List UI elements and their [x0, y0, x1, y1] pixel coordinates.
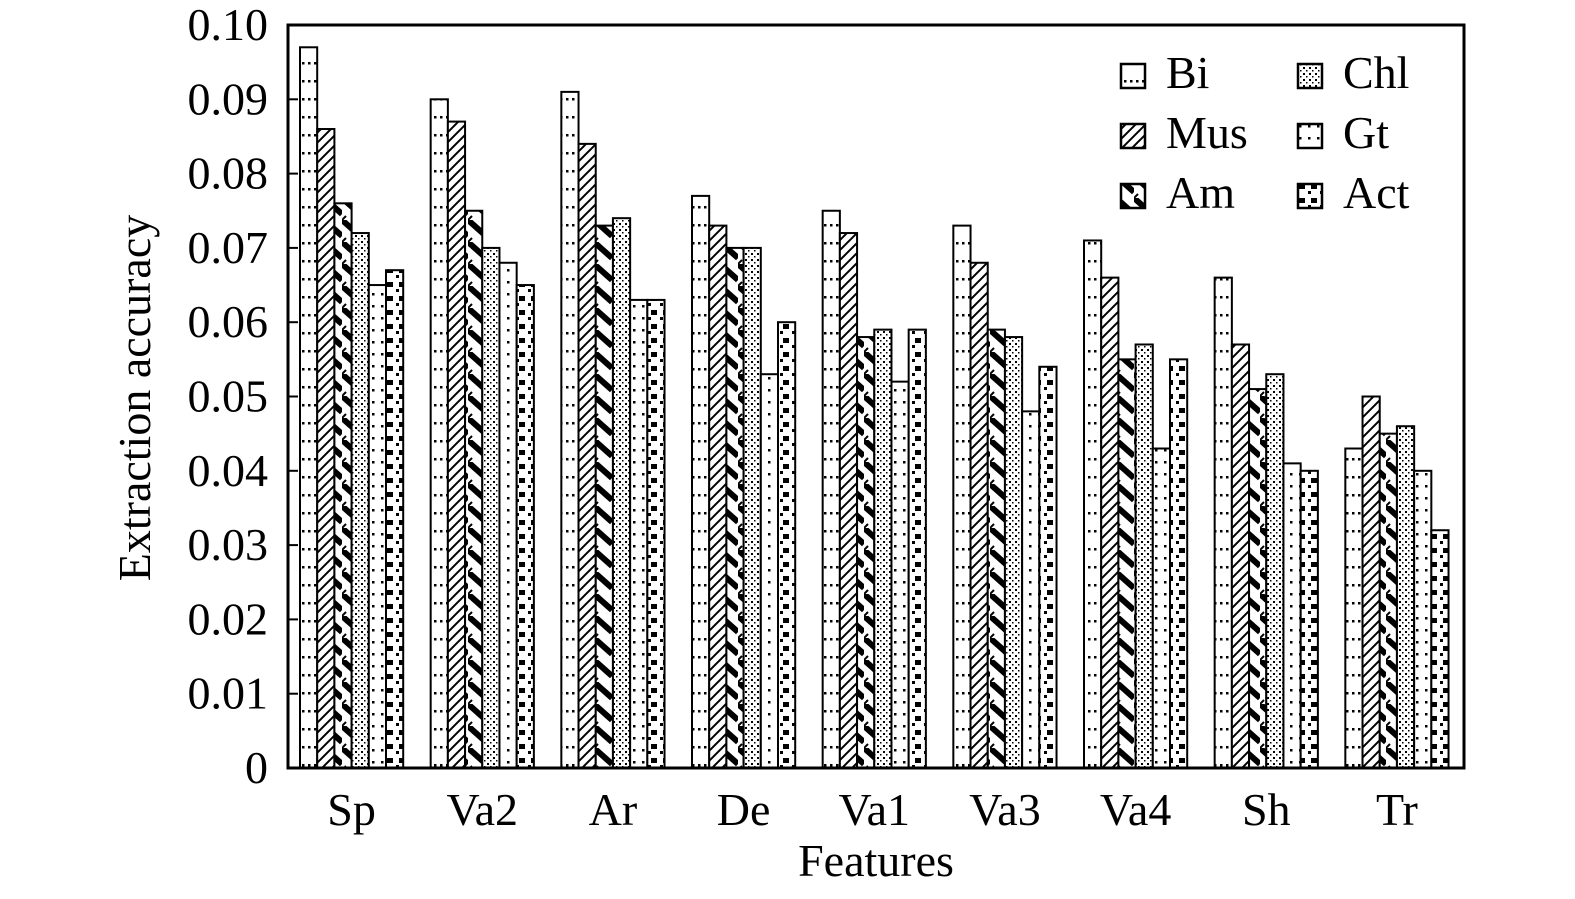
- legend-swatch-act: [1296, 182, 1324, 210]
- bar-de-gt: [759, 373, 779, 769]
- y-tick-label: 0.09: [188, 73, 269, 124]
- bar-va2-gt: [498, 261, 518, 769]
- bar-va3-chl: [1003, 336, 1024, 769]
- bar-ar-chl: [611, 217, 632, 769]
- y-axis-title: Extraction accuracy: [109, 215, 160, 582]
- y-tick-label: 0.08: [188, 148, 269, 199]
- bar-va1-mus: [838, 232, 859, 770]
- legend-swatch-mus: [1119, 122, 1147, 150]
- y-tick-label: 0.04: [188, 445, 269, 496]
- bar-va4-act: [1169, 358, 1189, 769]
- y-tick-label: 0.03: [188, 519, 269, 570]
- bars-layer: [299, 46, 1450, 770]
- bar-va1-act: [907, 328, 927, 769]
- bar-de-act: [777, 321, 797, 769]
- bar-va4-bi: [1083, 239, 1103, 770]
- bar-tr-act: [1430, 529, 1450, 769]
- bar-va4-am: [1117, 358, 1137, 769]
- bar-sp-act: [385, 269, 405, 769]
- bar-sh-mus: [1230, 343, 1251, 769]
- bar-sh-am: [1248, 388, 1268, 769]
- x-tick-label: Ar: [589, 784, 638, 835]
- bar-va3-mus: [969, 261, 989, 769]
- x-tick-label: De: [717, 784, 771, 835]
- bar-sp-bi: [299, 46, 319, 770]
- legend-label-bi: Bi: [1166, 47, 1209, 98]
- y-tick-label: 0.01: [188, 668, 269, 719]
- bar-va2-act: [515, 284, 535, 769]
- bar-ar-mus: [577, 142, 597, 769]
- bar-va1-gt: [890, 380, 910, 769]
- x-axis-title: Features: [798, 835, 954, 886]
- legend-swatch-am: [1119, 182, 1147, 210]
- bar-tr-am: [1378, 432, 1398, 769]
- bar-va3-gt: [1021, 410, 1041, 769]
- bar-ar-am: [594, 224, 614, 770]
- bar-de-mus: [708, 224, 728, 770]
- bar-ar-gt: [629, 298, 649, 769]
- bar-de-am: [725, 246, 745, 769]
- bar-tr-gt: [1413, 469, 1433, 769]
- x-tick-label: Tr: [1376, 784, 1418, 835]
- bar-ar-bi: [560, 90, 580, 770]
- legend-label-mus: Mus: [1166, 107, 1248, 158]
- x-tick-label: Sp: [327, 784, 376, 835]
- y-tick-label: 0: [245, 742, 268, 793]
- legend-label-am: Am: [1166, 167, 1235, 218]
- x-tick-label: Va4: [1100, 784, 1172, 835]
- bar-va2-chl: [481, 246, 501, 769]
- bar-va2-am: [464, 209, 484, 769]
- bar-de-bi: [691, 194, 711, 769]
- bar-va1-am: [856, 336, 876, 769]
- x-tick-label: Sh: [1242, 784, 1291, 835]
- bar-va2-bi: [429, 98, 449, 770]
- bar-va4-mus: [1100, 276, 1120, 769]
- y-axis: 0 0.01 0.02 0.03 0.04 0.05 0.06 0.07 0.08 0.09 0.1…: [188, 0, 298, 793]
- bar-sp-chl: [350, 232, 370, 770]
- y-tick-label: 0.06: [188, 296, 269, 347]
- x-tick-label: Va3: [969, 784, 1041, 835]
- bar-va4-gt: [1151, 447, 1172, 769]
- legend-swatch-chl: [1296, 62, 1324, 90]
- bar-va3-act: [1038, 365, 1058, 769]
- bar-sh-chl: [1265, 373, 1285, 769]
- y-tick-label: 0.10: [188, 0, 269, 50]
- bar-va3-am: [986, 328, 1006, 769]
- x-tick-label: Va2: [446, 784, 518, 835]
- bar-tr-mus: [1361, 395, 1381, 769]
- bar-tr-bi: [1344, 447, 1364, 769]
- bar-sp-gt: [367, 284, 387, 769]
- legend-swatch-bi: [1119, 62, 1147, 90]
- bar-sh-act: [1299, 469, 1319, 769]
- bar-sp-mus: [316, 128, 336, 769]
- bar-va1-bi: [821, 209, 841, 769]
- bar-ar-act: [646, 298, 666, 769]
- y-tick-label: 0.07: [188, 222, 269, 273]
- x-tick-label: Va1: [838, 784, 910, 835]
- bar-va2-mus: [446, 120, 467, 769]
- legend-label-act: Act: [1343, 167, 1410, 218]
- bar-de-chl: [742, 246, 762, 769]
- y-tick-label: 0.05: [188, 371, 269, 422]
- bar-tr-chl: [1395, 425, 1416, 769]
- bar-va1-chl: [873, 328, 893, 769]
- y-tick-label: 0.02: [188, 593, 269, 644]
- legend-swatch-gt: [1296, 122, 1324, 150]
- x-axis: Sp Va2 Ar De Va1 Va3 Va4 Sh Tr: [327, 784, 1418, 835]
- bar-va3-bi: [952, 224, 972, 770]
- bar-va4-chl: [1134, 343, 1154, 769]
- bar-sh-bi: [1213, 276, 1233, 769]
- bar-sh-gt: [1282, 462, 1302, 769]
- legend-label-chl: Chl: [1343, 47, 1409, 98]
- legend: Bi Mus Am Chl Gt Act: [1119, 47, 1410, 218]
- legend-label-gt: Gt: [1343, 107, 1389, 158]
- bar-sp-am: [333, 202, 353, 769]
